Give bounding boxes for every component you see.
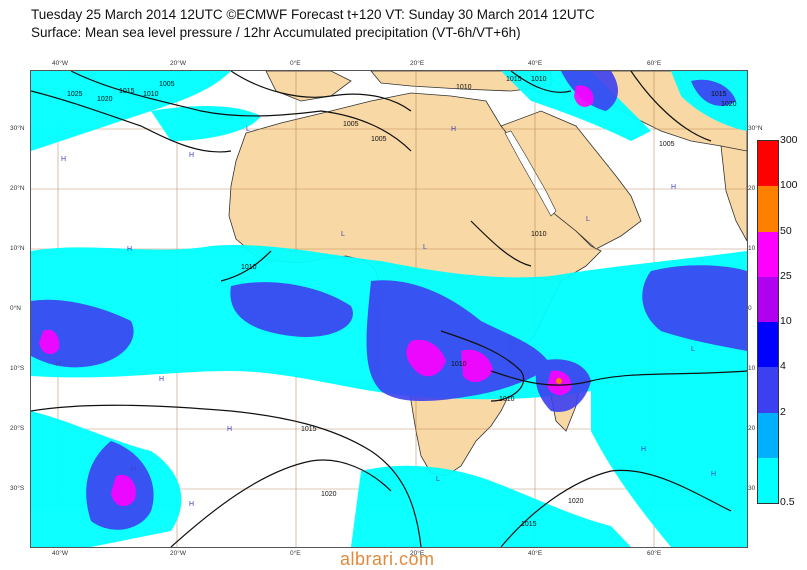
map-title: Tuesday 25 March 2014 12UTC ©ECMWF Forec… <box>31 7 595 22</box>
isobar-label: 1015 <box>711 91 727 98</box>
lon-tick-bottom-60e: 60°E <box>647 550 662 557</box>
lat-tick-0n: 0°N <box>10 305 21 312</box>
isobar-label: 1025 <box>67 91 83 98</box>
map-canvas: 1005 1010 1015 1020 1025 1005 1005 1010 … <box>31 71 747 547</box>
colorbar-segment <box>758 141 778 187</box>
isobar-label: 1015 <box>521 521 537 528</box>
isobar-label: 1005 <box>159 81 175 88</box>
pressure-centre-marker: H <box>227 426 232 433</box>
colorbar-label: 25 <box>780 269 792 282</box>
colorbar-label: 10 <box>780 315 792 327</box>
precip-max-core <box>556 378 562 384</box>
pressure-centre-marker: H <box>451 126 456 133</box>
isobar-label: 1020 <box>321 491 337 498</box>
colorbar-segment <box>758 367 778 413</box>
colorbar-segment <box>758 186 778 232</box>
colorbar-label: 100 <box>780 179 798 192</box>
precip-heavy <box>39 85 594 507</box>
isobar-label: 1010 <box>143 91 159 98</box>
lon-tick-bottom-0e: 0°E <box>290 550 301 557</box>
pressure-centre-marker: L <box>341 231 345 238</box>
lon-tick-bottom-40w: 40°W <box>52 550 68 557</box>
colorbar-label: 4 <box>780 360 786 373</box>
pressure-centre-marker: H <box>159 376 164 383</box>
colorbar-label: 0.5 <box>780 496 795 508</box>
lon-tick-top-40w: 40°W <box>52 60 68 67</box>
isobar-label: 1005 <box>659 141 675 148</box>
isobar-label: 1010 <box>499 396 515 403</box>
lon-tick-top-60e: 60°E <box>647 60 662 67</box>
lat-tick-30n: 30°N <box>10 125 25 132</box>
pressure-centre-marker: L <box>423 244 427 251</box>
pressure-centre-marker: L <box>436 476 440 483</box>
isobar-label: 1010 <box>531 231 547 238</box>
isobar-label: 1010 <box>451 361 467 368</box>
isobar-label: 1015 <box>506 76 522 83</box>
colorbar-segment <box>758 457 778 503</box>
lon-tick-top-20w: 20°W <box>170 60 186 67</box>
lat-tick-20s: 20°S <box>10 425 25 432</box>
lat-tick-10n: 10°N <box>10 245 25 252</box>
isobar-label: 1020 <box>721 101 737 108</box>
colorbar-segment <box>758 322 778 368</box>
lat-tick-10s: 10°S <box>10 365 25 372</box>
isobar-label: 1020 <box>97 96 113 103</box>
lon-tick-top-40e: 40°E <box>528 60 543 67</box>
isobar-label: 1015 <box>119 88 135 95</box>
pressure-centre-marker: H <box>189 152 194 159</box>
lat-tick-right-20s: 20 <box>748 425 756 432</box>
pressure-centre-marker: H <box>641 446 646 453</box>
colorbar-segment <box>758 412 778 458</box>
lon-tick-top-20e: 20°E <box>410 60 425 67</box>
isobars <box>31 71 747 547</box>
colorbar-label: 2 <box>780 405 786 418</box>
lat-tick-right-20: 20 <box>748 185 756 192</box>
india-land <box>720 145 747 242</box>
lat-tick-right-10s: 10 <box>748 365 756 372</box>
colorbar-label: 50 <box>780 224 792 237</box>
lat-tick-right-10: 10 <box>748 245 756 252</box>
isobar-labels: 1005 1010 1015 1020 1025 1005 1005 1010 … <box>67 76 737 528</box>
isobar-label: 1010 <box>531 76 547 83</box>
colorbar-label: 300 <box>780 134 798 146</box>
isobar-label: 1010 <box>456 84 472 91</box>
pressure-centre-marker: H <box>127 246 132 253</box>
pressure-centre-marker: H <box>189 501 194 508</box>
map-subtitle: Surface: Mean sea level pressure / 12hr … <box>31 25 521 40</box>
lat-tick-right-30n: 30°N <box>748 125 763 132</box>
isobar-label: 1015 <box>301 426 317 433</box>
isobar-label: 1020 <box>568 498 584 505</box>
pressure-centre-marker: H <box>56 361 61 368</box>
pressure-centre-marker: H <box>711 471 716 478</box>
weather-map: 1005 1010 1015 1020 1025 1005 1005 1010 … <box>30 70 748 548</box>
lat-tick-right-0: 0 <box>748 305 752 312</box>
isobar-label: 1005 <box>371 136 387 143</box>
lon-tick-bottom-40e: 40°E <box>528 550 543 557</box>
lon-tick-bottom-20w: 20°W <box>170 550 186 557</box>
lon-tick-bottom-20e: 20°E <box>410 550 425 557</box>
isobar-label: 1005 <box>343 121 359 128</box>
pressure-centre-marker: L <box>586 216 590 223</box>
precip-colorbar <box>757 140 779 504</box>
pressure-centre-marker: H <box>671 184 676 191</box>
watermark: albrari.com <box>340 549 435 569</box>
lat-tick-right-30s: 30 <box>748 485 756 492</box>
colorbar-segment <box>758 276 778 322</box>
colorbar-segment <box>758 231 778 277</box>
pressure-centre-marker: H <box>131 466 136 473</box>
lon-tick-top-0e: 0°E <box>290 60 301 67</box>
isobar-label: 1010 <box>241 264 257 271</box>
pressure-centre-marker: H <box>61 156 66 163</box>
pressure-centre-marker: L <box>691 346 695 353</box>
red-sea <box>504 130 557 217</box>
pressure-centres: H H H L L L L H H H H L H H L H H H <box>56 126 716 508</box>
lat-tick-20n: 20°N <box>10 185 25 192</box>
lat-tick-30s: 30°S <box>10 485 25 492</box>
pressure-centre-marker: L <box>246 126 250 133</box>
